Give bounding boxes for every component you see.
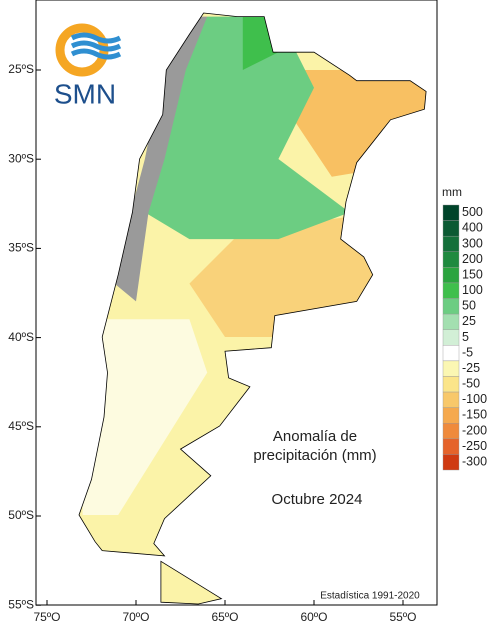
legend-swatch [442, 267, 460, 284]
lat-label: 25ºS [8, 62, 34, 76]
legend-label: -300 [462, 455, 487, 469]
lon-label: 55ºO [389, 610, 416, 624]
logo-waves [70, 32, 122, 60]
legend-label: -200 [462, 423, 487, 437]
legend-label: 150 [462, 267, 483, 281]
logo: SMN [54, 23, 122, 109]
lon-label: 70ºO [122, 610, 149, 624]
country-outline [78, 12, 427, 605]
andes-terrain [114, 16, 208, 302]
legend-unit: mm [442, 185, 462, 199]
legend-label: 25 [462, 314, 476, 328]
lon-label: 65ºO [211, 610, 238, 624]
legend-swatch [442, 360, 460, 377]
legend-swatch [442, 220, 460, 237]
legend-swatch [442, 376, 460, 393]
legend-label: 300 [462, 236, 483, 250]
lat-label: 40ºS [8, 330, 34, 344]
legend-swatch [442, 391, 460, 408]
legend-label: 200 [462, 252, 483, 266]
legend-swatch [442, 204, 460, 221]
legend-label: 400 [462, 221, 483, 235]
lat-label: 35ºS [8, 241, 34, 255]
lat-label: 50ºS [8, 508, 34, 522]
lon-label: 60ºO [300, 610, 327, 624]
legend-label: 100 [462, 283, 483, 297]
legend-swatch [442, 438, 460, 455]
legend-swatch [442, 454, 460, 471]
anomaly-green [144, 16, 350, 240]
legend-label: -25 [462, 361, 480, 375]
legend-swatch [442, 298, 460, 315]
anomaly-light [82, 319, 208, 515]
legend-label: -100 [462, 392, 487, 406]
source-note: Estadística 1991-2020 [320, 591, 420, 602]
legend-swatch [442, 407, 460, 424]
legend-label: 50 [462, 299, 476, 313]
legend-swatch [442, 235, 460, 252]
legend-swatch [442, 282, 460, 299]
lat-label: 30ºS [8, 151, 34, 165]
legend: 50040030020015010050255-5-25-50-100-150-… [442, 204, 487, 471]
legend-label: -150 [462, 408, 487, 422]
legend-swatch [442, 329, 460, 346]
map-period: Octubre 2024 [272, 491, 363, 508]
map-title: precipitación (mm) [253, 447, 376, 464]
legend-label: -5 [462, 345, 473, 359]
lat-label: 45ºS [8, 419, 34, 433]
legend-label: -50 [462, 377, 480, 391]
legend-swatch [442, 251, 460, 268]
lat-label: 55ºS [8, 597, 34, 611]
map-title: Anomalía de [273, 428, 357, 445]
legend-swatch [442, 423, 460, 440]
lon-label: 75ºO [33, 610, 60, 624]
legend-label: 500 [462, 205, 483, 219]
legend-swatch [442, 345, 460, 362]
legend-label: -250 [462, 439, 487, 453]
legend-label: 5 [462, 330, 469, 344]
logo-text: SMN [54, 78, 116, 109]
legend-swatch [442, 313, 460, 330]
